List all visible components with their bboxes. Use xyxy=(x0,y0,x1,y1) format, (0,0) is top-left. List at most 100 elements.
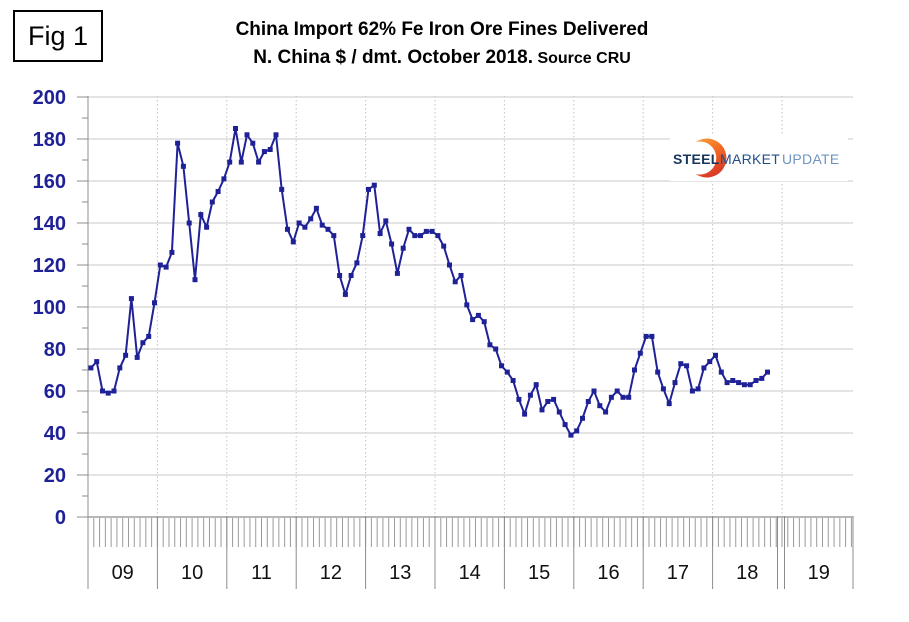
price-marker xyxy=(574,428,580,434)
price-marker xyxy=(360,233,366,239)
horizontal-gridlines xyxy=(88,96,853,476)
price-marker xyxy=(100,388,105,394)
logo-word-update: UPDATE xyxy=(782,151,840,167)
price-marker xyxy=(649,333,655,339)
price-marker xyxy=(718,369,724,375)
price-marker xyxy=(233,126,238,131)
year-label: 10 xyxy=(181,562,203,584)
year-label: 18 xyxy=(736,562,758,584)
price-marker xyxy=(765,369,770,375)
chart-title-line-2-main: N. China $ / dmt. October 2018. xyxy=(253,47,533,68)
y-tick-label: 100 xyxy=(33,297,66,319)
price-marker xyxy=(169,249,175,255)
price-marker xyxy=(522,411,528,417)
price-marker xyxy=(562,422,568,428)
price-marker xyxy=(747,382,753,388)
price-marker xyxy=(117,365,123,371)
price-marker xyxy=(672,380,678,386)
price-marker xyxy=(296,220,302,226)
price-marker xyxy=(660,386,666,392)
price-marker xyxy=(591,388,597,394)
price-marker xyxy=(331,233,337,239)
price-marker xyxy=(597,403,603,409)
price-marker xyxy=(157,262,163,268)
year-label: 09 xyxy=(112,562,134,584)
price-marker xyxy=(256,159,262,165)
price-marker xyxy=(146,333,152,339)
price-marker xyxy=(371,182,377,188)
price-marker xyxy=(626,394,632,400)
price-line xyxy=(90,128,769,437)
price-marker xyxy=(209,199,215,205)
year-label: 11 xyxy=(251,562,272,584)
price-marker xyxy=(192,277,198,283)
price-marker xyxy=(313,205,319,211)
price-marker xyxy=(447,262,452,268)
figure-number-label: Fig 1 xyxy=(27,20,89,51)
price-marker xyxy=(105,390,111,396)
y-tick-label: 180 xyxy=(33,129,66,151)
year-label: 16 xyxy=(597,562,619,584)
price-marker xyxy=(510,378,516,383)
price-marker xyxy=(302,224,308,230)
price-marker xyxy=(475,312,481,318)
price-marker xyxy=(637,350,643,356)
price-marker xyxy=(608,394,614,400)
price-marker xyxy=(354,260,360,266)
price-marker xyxy=(452,279,458,285)
price-marker xyxy=(238,159,244,165)
price-marker xyxy=(215,189,221,194)
price-marker xyxy=(753,378,759,383)
price-marker xyxy=(678,361,684,367)
price-marker xyxy=(204,224,210,230)
y-tick-label: 0 xyxy=(55,507,66,529)
price-marker xyxy=(140,340,146,346)
price-marker xyxy=(128,296,134,302)
price-marker xyxy=(394,270,400,276)
price-marker xyxy=(724,380,730,386)
price-marker xyxy=(632,367,637,373)
price-marker xyxy=(435,233,441,239)
price-marker xyxy=(429,228,435,234)
price-marker xyxy=(244,132,250,138)
price-marker xyxy=(198,212,204,218)
price-marker xyxy=(389,241,395,247)
price-marker xyxy=(186,220,192,226)
price-marker xyxy=(487,342,493,348)
price-marker xyxy=(400,245,406,251)
year-label: 19 xyxy=(808,562,830,584)
price-marker xyxy=(279,186,285,192)
price-marker xyxy=(545,399,551,404)
price-marker xyxy=(458,273,464,278)
price-marker xyxy=(499,363,504,369)
price-marker xyxy=(267,147,273,152)
price-marker xyxy=(707,359,713,365)
year-label: 13 xyxy=(389,562,411,584)
y-axis xyxy=(77,96,89,589)
price-marker xyxy=(325,226,331,232)
price-marker xyxy=(308,216,314,222)
steel-market-update-logo: STEEL MARKET UPDATE xyxy=(670,135,848,181)
price-marker xyxy=(470,317,476,323)
price-marker xyxy=(527,392,533,398)
year-label: 15 xyxy=(528,562,550,584)
price-marker xyxy=(377,231,383,236)
price-marker xyxy=(441,243,447,249)
price-marker xyxy=(666,401,672,407)
price-marker xyxy=(337,273,343,278)
price-marker xyxy=(614,388,620,394)
price-marker xyxy=(319,222,325,228)
chart-title-source: Source CRU xyxy=(533,50,631,67)
price-marker xyxy=(759,375,765,381)
price-marker xyxy=(516,396,522,402)
y-tick-label: 140 xyxy=(33,213,66,235)
price-marker xyxy=(493,346,499,352)
year-labels: 09 10 11 12 13 14 15 16 17 18 19 xyxy=(112,562,830,584)
y-tick-label: 20 xyxy=(44,465,66,487)
price-marker xyxy=(736,380,742,386)
price-marker xyxy=(551,396,557,402)
price-marker xyxy=(741,382,747,388)
y-tick-label: 200 xyxy=(33,87,66,109)
price-marker xyxy=(227,159,233,165)
